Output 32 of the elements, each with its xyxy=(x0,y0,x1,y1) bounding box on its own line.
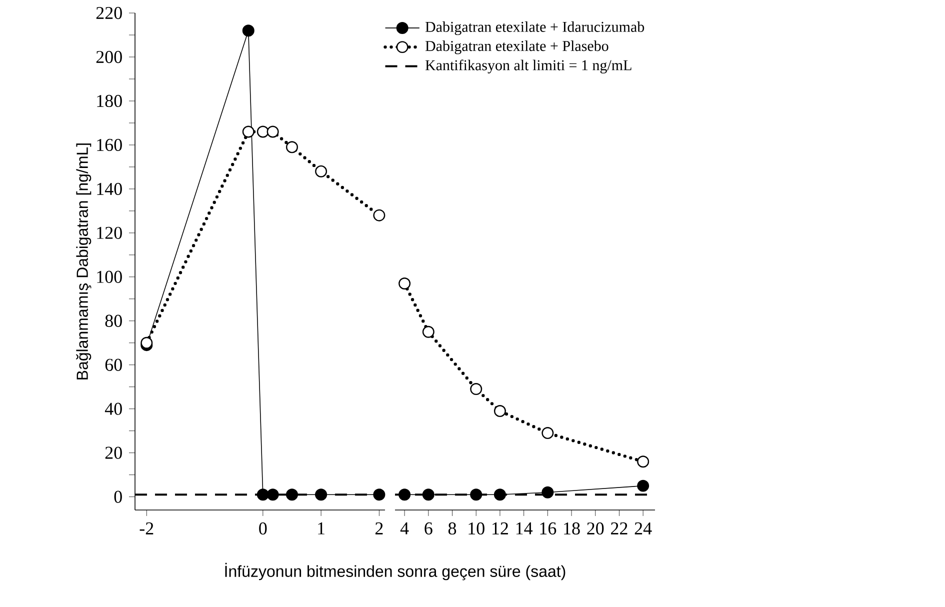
legend-label: Dabigatran etexilate + Plasebo xyxy=(425,40,608,54)
x-tick-label: 10 xyxy=(468,522,484,535)
x-tick-label: 22 xyxy=(611,522,628,534)
x-tick-label: 16 xyxy=(540,522,556,535)
y-tick-label: 160 xyxy=(97,138,122,152)
y-tick-label: 180 xyxy=(97,94,122,108)
x-tick-label: 20 xyxy=(587,522,604,535)
y-tick-label: 60 xyxy=(105,358,122,371)
x-axis-title: İnfüzyonun bitmesinden sonra geçen süre (saat) xyxy=(225,562,566,580)
x-tick-label: 14 xyxy=(516,522,533,534)
x-tick-label: 4 xyxy=(400,522,409,534)
x-tick-label: 24 xyxy=(634,522,652,534)
y-tick-label: 40 xyxy=(104,402,122,415)
x-tick-label: 0 xyxy=(259,522,267,535)
x-tick-label: -2 xyxy=(140,522,154,534)
y-tick-label: 200 xyxy=(96,50,122,64)
y-tick-label: 120 xyxy=(97,226,122,239)
x-tick-label: 12 xyxy=(492,522,508,534)
y-tick-label: 20 xyxy=(105,446,122,459)
legend-label: Kantifikasyon alt limiti = 1 ng/mL xyxy=(425,60,632,74)
y-tick-label: 100 xyxy=(97,270,122,283)
x-tick-label: 18 xyxy=(564,522,580,535)
y-tick-label: 220 xyxy=(96,6,122,20)
legend-label: Dabigatran etexilate + Idarucizumab xyxy=(425,21,644,36)
y-axis-title: Bağlanmamış Dabigatran [ng/mL] xyxy=(76,144,92,380)
x-tick-label: 2 xyxy=(375,522,383,534)
x-tick-label: 6 xyxy=(424,522,432,535)
x-tick-label: 1 xyxy=(318,522,324,534)
x-tick-label: 8 xyxy=(448,522,456,535)
y-tick-label: 0 xyxy=(114,490,122,503)
y-tick-label: 80 xyxy=(105,314,122,327)
y-tick-label: 140 xyxy=(97,182,122,196)
